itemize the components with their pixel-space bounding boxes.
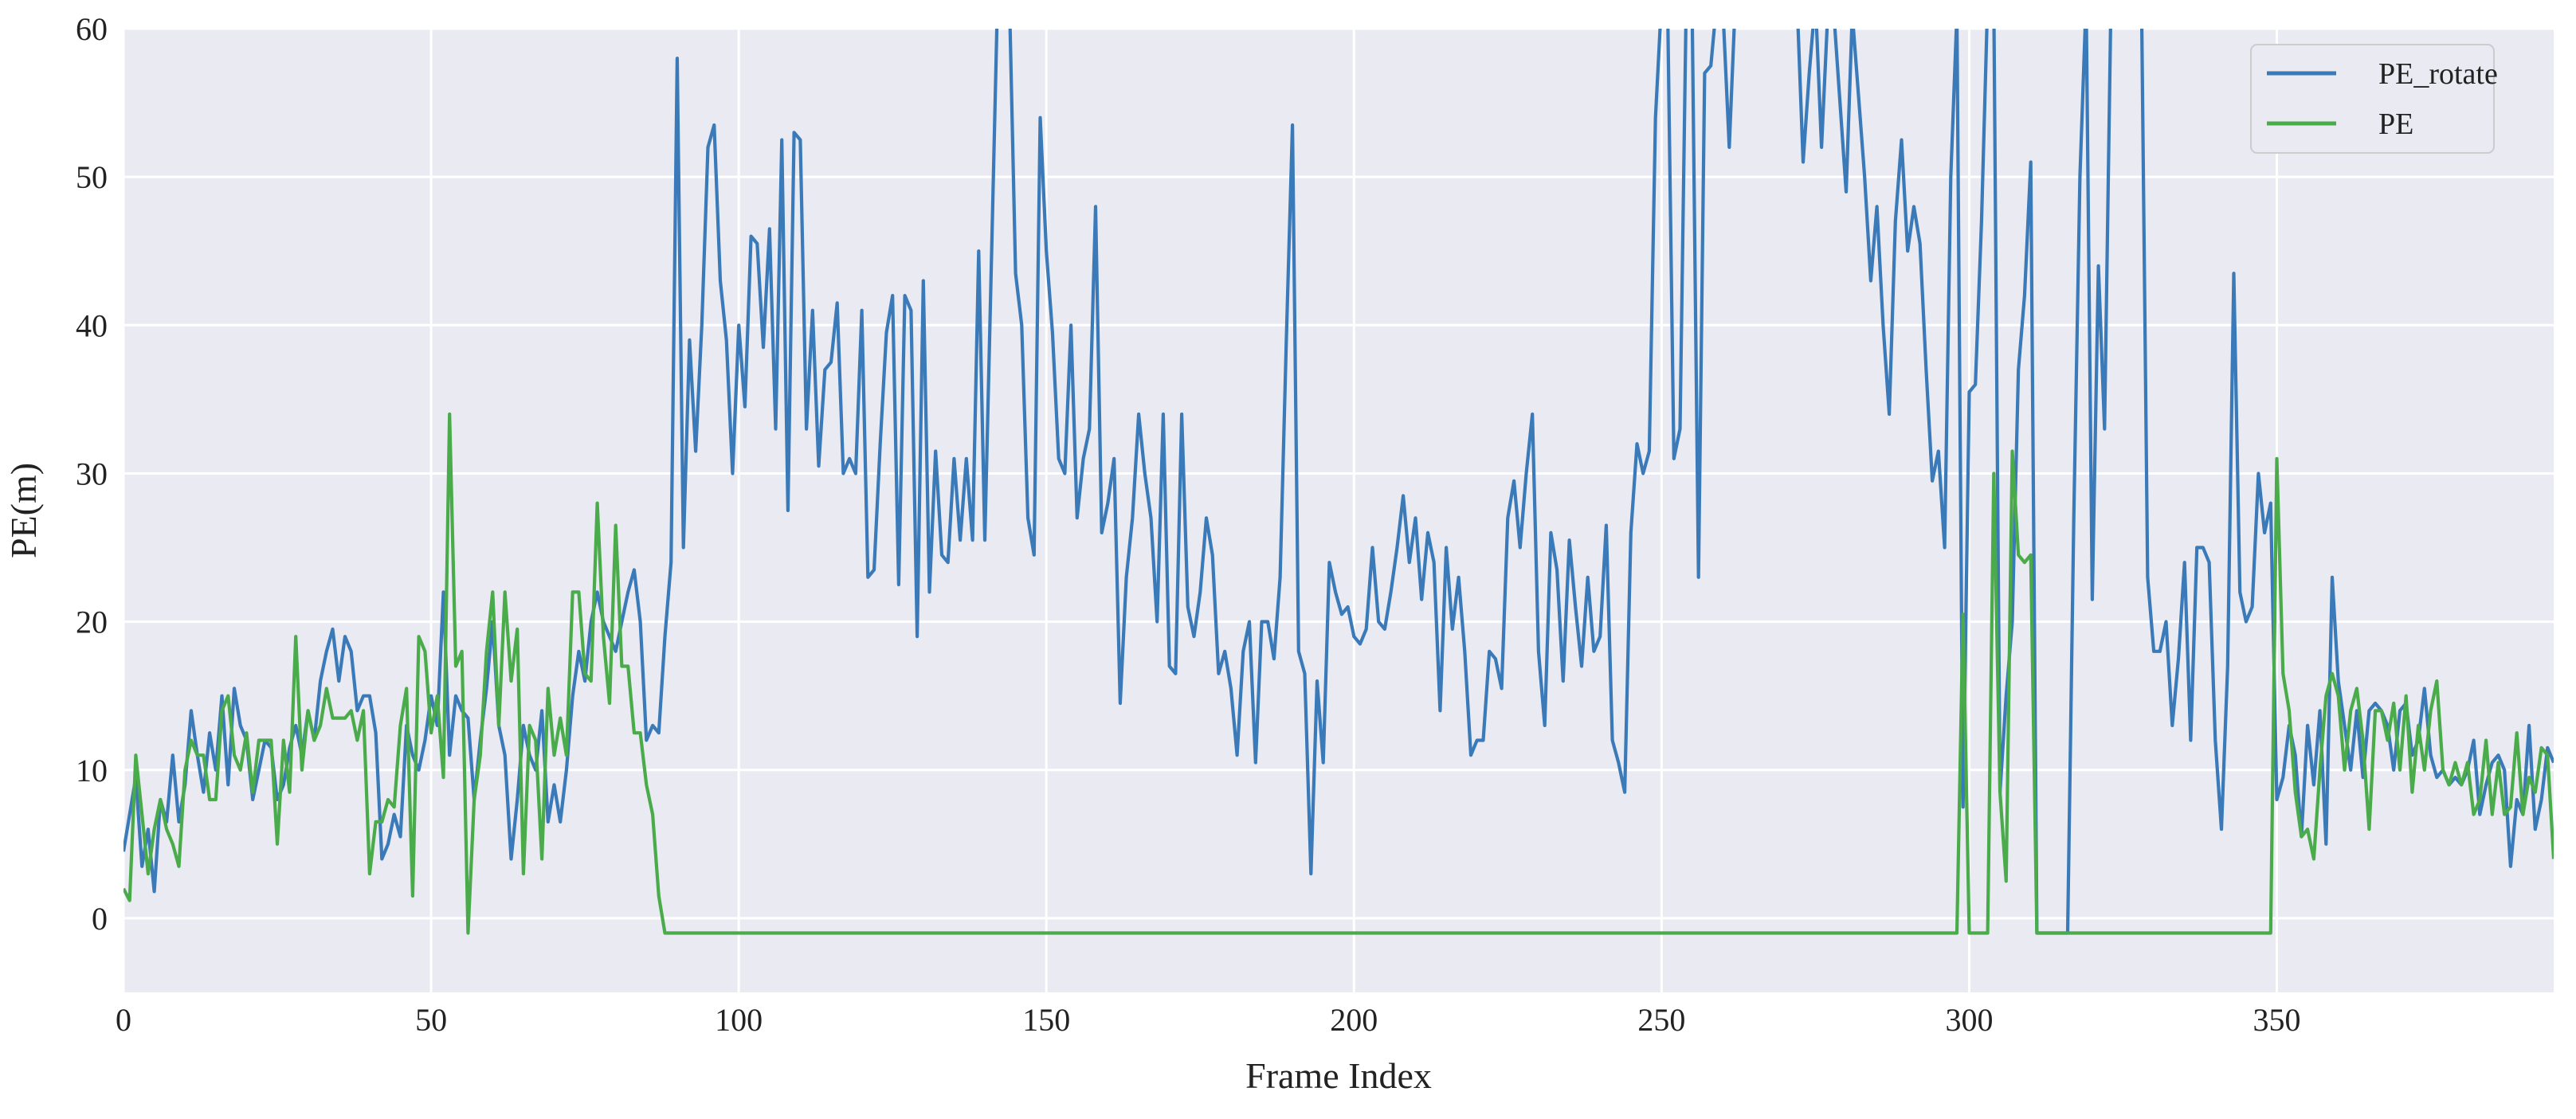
x-tick-label: 250 — [1637, 1002, 1685, 1038]
series-line-pe — [124, 412, 2554, 935]
plot-background — [124, 29, 2554, 992]
y-tick-label: 40 — [76, 307, 108, 343]
x-tick-label: 150 — [1022, 1002, 1070, 1038]
x-tick-label: 100 — [715, 1002, 763, 1038]
x-axis-label: Frame Index — [1245, 1055, 1432, 1096]
tick-labels: 0 50 100 150 200 250 300 350 0 10 20 30 40 50 60 — [76, 11, 2301, 1038]
legend: PE_rotate PE — [2250, 44, 2498, 154]
grid — [122, 27, 2554, 992]
y-tick-label: 10 — [76, 753, 108, 788]
y-tick-label: 20 — [76, 604, 108, 640]
legend-label-pe: PE — [2378, 108, 2413, 141]
x-tick-label: 350 — [2253, 1002, 2301, 1038]
x-tick-label: 0 — [116, 1002, 131, 1038]
x-tick-label: 300 — [1945, 1002, 1993, 1038]
y-tick-label: 60 — [76, 11, 108, 47]
series-line-pe-rotate — [124, 29, 2554, 935]
series-layer — [124, 29, 2554, 935]
x-tick-label: 200 — [1330, 1002, 1378, 1038]
legend-label-pe-rotate: PE_rotate — [2378, 57, 2498, 91]
y-tick-label: 0 — [92, 901, 108, 937]
y-tick-label: 50 — [76, 159, 108, 195]
y-axis-label: PE(m) — [3, 463, 44, 558]
y-tick-label: 30 — [76, 456, 108, 491]
x-tick-label: 50 — [415, 1002, 447, 1038]
